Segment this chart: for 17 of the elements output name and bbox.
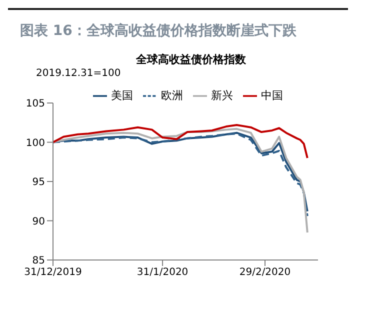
x-tick-label: 31/12/2019	[24, 267, 82, 278]
y-tick-label: 105	[26, 98, 45, 110]
line-series	[53, 124, 308, 159]
y-tick-label: 90	[32, 216, 45, 228]
legend-label: 新兴	[211, 89, 233, 102]
x-tick-label: 31/1/2020	[136, 267, 188, 278]
y-tick-label: 95	[32, 177, 45, 188]
legend-label: 欧洲	[161, 89, 183, 102]
y-tick-label: 85	[32, 256, 45, 267]
x-tick-label: 29/2/2020	[239, 267, 291, 278]
chart-subtitle: 全球高收益债价格指数	[136, 52, 246, 67]
chart-title: 图表 16：全球高收益债价格指数断崖式下跌	[8, 8, 348, 40]
y-axis-title: 2019.12.31=100	[36, 68, 121, 79]
legend-label: 美国	[111, 89, 133, 102]
line-series	[53, 128, 308, 234]
legend-label: 中国	[261, 89, 283, 102]
y-tick-label: 100	[26, 138, 45, 149]
